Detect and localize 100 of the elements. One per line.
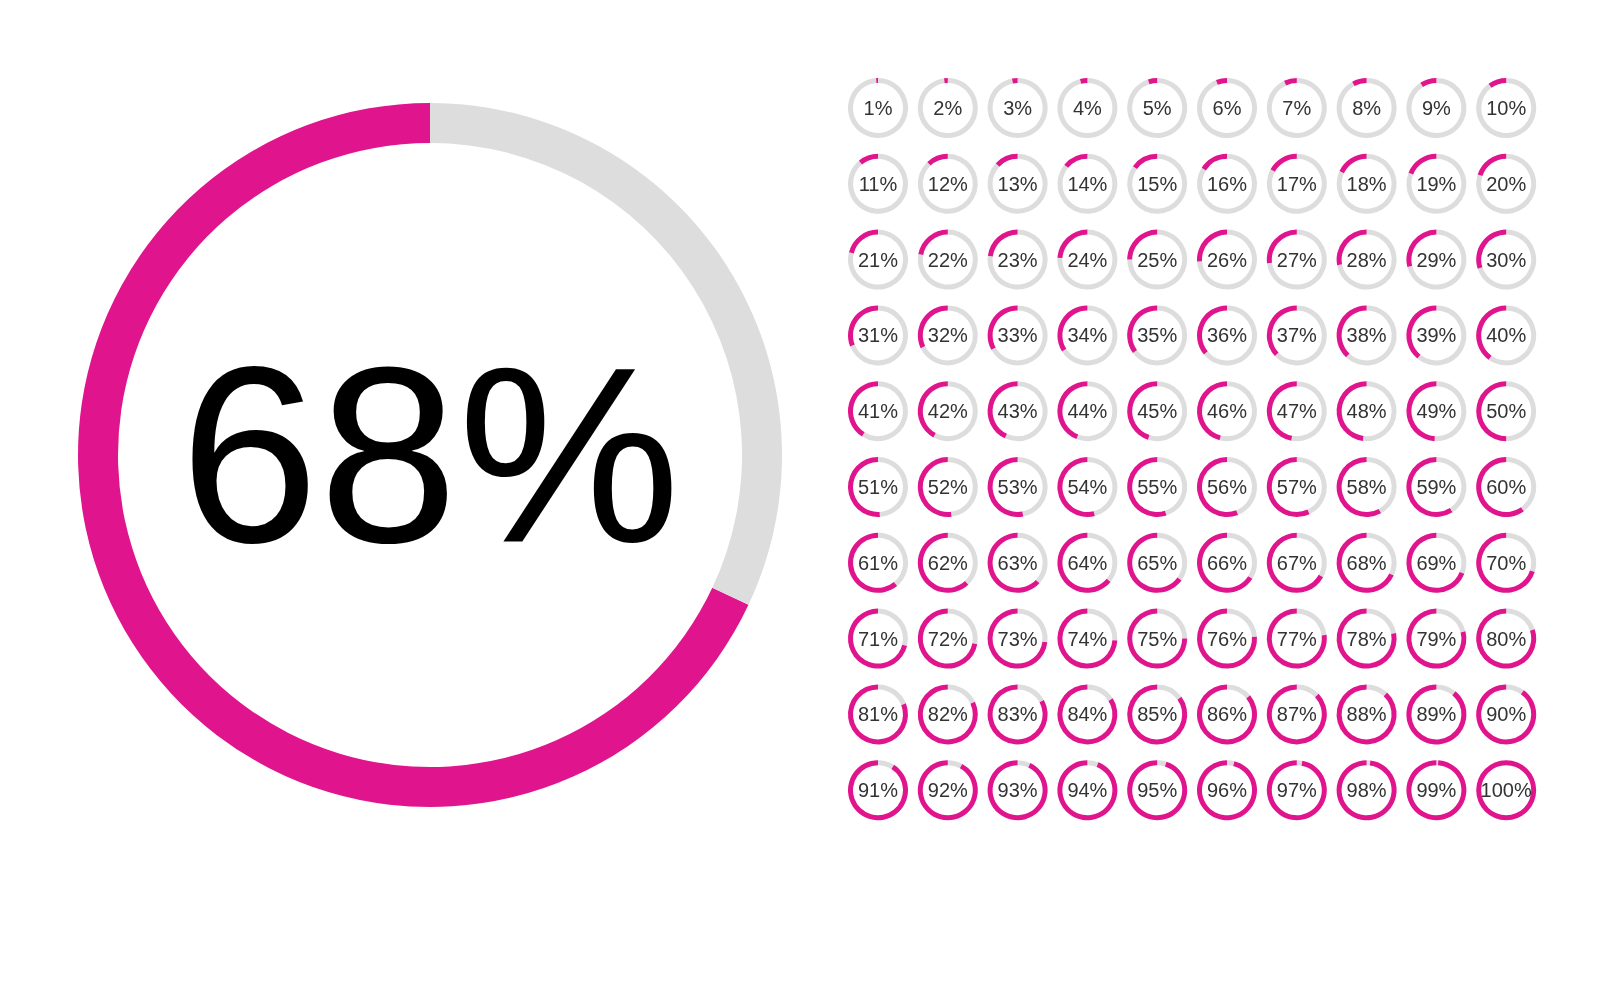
data-label: 70% — [1486, 551, 1527, 574]
data-label: 62% — [927, 551, 969, 574]
data-label: 17% — [1276, 172, 1318, 195]
data-label: 87% — [1276, 703, 1318, 726]
data-label: 29% — [1416, 248, 1457, 271]
data-label: 52% — [927, 476, 969, 498]
data-label: 18% — [1346, 172, 1387, 195]
data-label: 78% — [1346, 627, 1387, 650]
data-label: 59% — [1416, 476, 1457, 498]
data-label: 16% — [1206, 172, 1248, 195]
data-label: 27% — [1276, 248, 1318, 271]
data-label: 77% — [1276, 627, 1318, 650]
data-label: 21% — [857, 248, 899, 271]
data-label: 42% — [927, 400, 969, 423]
data-label: 65% — [1137, 551, 1178, 574]
data-label: 85% — [1137, 703, 1178, 726]
data-label: 81% — [857, 703, 899, 726]
data-label: 32% — [927, 324, 969, 347]
data-label: 84% — [1067, 703, 1108, 726]
data-label: 31% — [857, 324, 899, 347]
data-label: 23% — [997, 248, 1038, 271]
data-label: 40% — [1486, 324, 1527, 347]
data-label: 19% — [1416, 172, 1457, 195]
data-label: 45% — [1137, 400, 1178, 423]
donut-slice — [78, 103, 749, 807]
data-label: 47% — [1276, 400, 1318, 423]
data-label: 57% — [1276, 476, 1318, 498]
data-label: 10% — [1486, 97, 1527, 119]
data-label: 25% — [1137, 248, 1178, 271]
data-label: 95% — [1137, 779, 1178, 802]
data-label: 2% — [933, 97, 963, 119]
data-label: 9% — [1421, 97, 1452, 119]
data-label: 91% — [857, 779, 899, 802]
data-label: 66% — [1206, 551, 1248, 574]
data-label: 5% — [1142, 97, 1172, 119]
data-label: 88% — [1346, 703, 1387, 726]
data-label: 68% — [1346, 551, 1387, 574]
data-label: 15% — [1137, 172, 1178, 195]
data-label: 89% — [1416, 703, 1457, 726]
data-label: 33% — [997, 324, 1038, 347]
data-label: 83% — [997, 703, 1038, 726]
data-label: 71% — [857, 627, 899, 650]
data-label: 99% — [1416, 779, 1457, 802]
data-label: 41% — [857, 400, 899, 423]
data-label: 97% — [1276, 779, 1318, 802]
data-label: 26% — [1206, 248, 1248, 271]
data-label: 30% — [1486, 248, 1527, 271]
data-label: 68% — [179, 315, 681, 595]
data-label: 90% — [1486, 703, 1527, 726]
data-label: 98% — [1346, 779, 1387, 802]
data-label: 73% — [997, 627, 1038, 650]
data-label: 20% — [1486, 172, 1527, 195]
data-label: 3% — [1003, 97, 1033, 119]
data-label: 54% — [1067, 476, 1108, 498]
data-label: 56% — [1206, 476, 1248, 498]
data-label: 53% — [997, 476, 1038, 498]
data-label: 92% — [927, 779, 969, 802]
data-label: 7% — [1282, 97, 1312, 119]
data-label: 34% — [1067, 324, 1108, 347]
data-label: 49% — [1416, 400, 1457, 423]
data-label: 58% — [1346, 476, 1387, 498]
data-label: 43% — [997, 400, 1038, 423]
data-label: 4% — [1072, 97, 1103, 119]
data-label: 48% — [1346, 400, 1387, 423]
data-label: 96% — [1206, 779, 1248, 802]
data-label: 36% — [1206, 324, 1248, 347]
data-label: 37% — [1276, 324, 1318, 347]
data-label: 8% — [1352, 97, 1382, 119]
data-label: 94% — [1067, 779, 1108, 802]
data-label: 82% — [927, 703, 969, 726]
data-label: 75% — [1137, 627, 1178, 650]
data-label: 44% — [1067, 400, 1108, 423]
data-label: 14% — [1067, 172, 1108, 195]
data-label: 46% — [1206, 400, 1248, 423]
data-label: 38% — [1346, 324, 1387, 347]
data-label: 60% — [1486, 476, 1527, 498]
data-label: 86% — [1206, 703, 1248, 726]
data-label: 11% — [858, 172, 898, 195]
data-label: 28% — [1346, 248, 1387, 271]
data-label: 22% — [927, 248, 969, 271]
data-label: 76% — [1206, 627, 1248, 650]
data-label: 64% — [1067, 551, 1108, 574]
data-label: 67% — [1276, 551, 1318, 574]
data-label: 72% — [927, 627, 969, 650]
data-label: 51% — [857, 476, 899, 498]
data-label: 13% — [997, 172, 1038, 195]
data-label: 1% — [863, 97, 893, 119]
data-label: 69% — [1416, 551, 1457, 574]
data-label: 55% — [1137, 476, 1178, 498]
data-label: 61% — [857, 551, 899, 574]
data-label: 100% — [1480, 779, 1532, 802]
data-label: 93% — [997, 779, 1038, 802]
data-label: 39% — [1416, 324, 1457, 347]
data-label: 24% — [1067, 248, 1108, 271]
data-label: 63% — [997, 551, 1038, 574]
data-label: 12% — [927, 172, 969, 195]
data-label: 50% — [1486, 400, 1527, 423]
data-label: 6% — [1212, 97, 1242, 119]
data-label: 80% — [1486, 627, 1527, 650]
data-label: 74% — [1067, 627, 1108, 650]
